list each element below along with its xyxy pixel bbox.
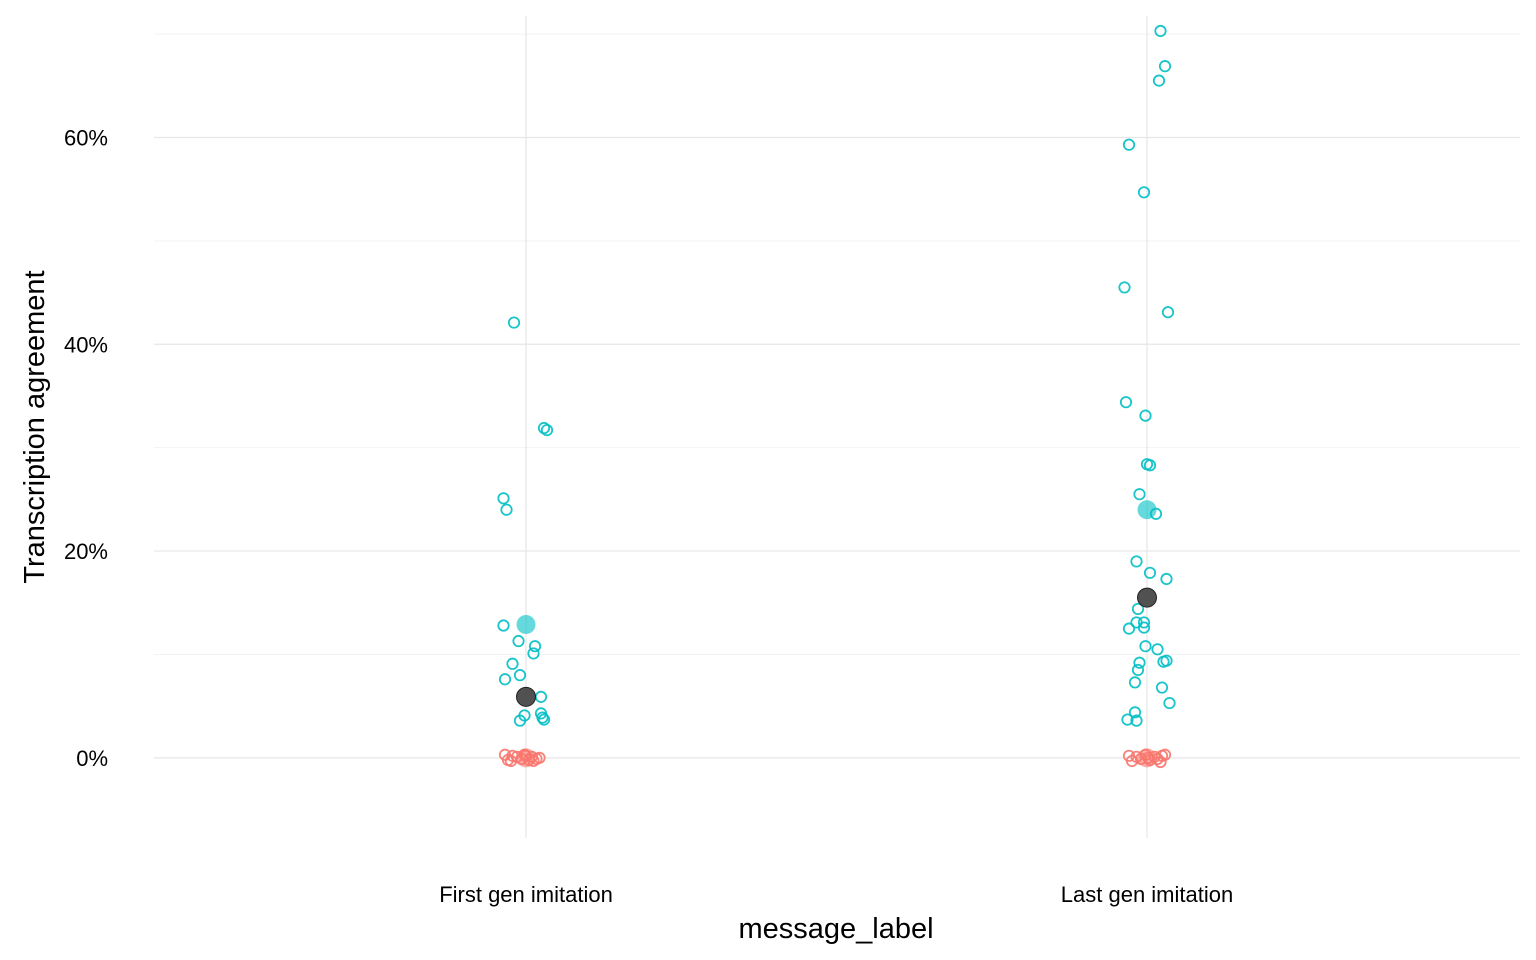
- data-point: [1137, 186, 1151, 199]
- data-point: [1143, 566, 1157, 579]
- grid: [154, 16, 1520, 838]
- data-point: [1139, 640, 1152, 653]
- data-point: [1139, 409, 1152, 422]
- y-tick-label: 40%: [64, 332, 108, 357]
- data-point: [1128, 676, 1142, 689]
- data-point: [1137, 621, 1151, 634]
- data-point: [528, 640, 542, 653]
- data-point: [1131, 602, 1145, 616]
- data-point: [1160, 572, 1173, 586]
- mean-point: [1137, 587, 1157, 608]
- data-point: [1121, 713, 1134, 726]
- mean-point: [516, 614, 536, 634]
- data-point: [513, 669, 527, 682]
- data-point: [1137, 616, 1151, 629]
- x-tick-label: First gen imitation: [439, 882, 613, 907]
- data-point: [1161, 306, 1175, 319]
- data-point: [537, 713, 551, 726]
- data-point: [513, 714, 527, 727]
- data-point: [1128, 706, 1142, 719]
- y-tick-label: 20%: [64, 539, 108, 564]
- data-point: [1130, 555, 1143, 568]
- data-point: [506, 657, 519, 670]
- y-tick-label: 60%: [64, 125, 108, 150]
- y-tick-label: 0%: [76, 746, 108, 771]
- data-point: [1157, 655, 1170, 668]
- y-axis-title: Transcription agreement: [19, 270, 51, 583]
- data-point: [1154, 24, 1167, 38]
- data-point: [497, 492, 510, 505]
- data-point: [540, 424, 554, 437]
- data-point: [1163, 696, 1176, 710]
- data-point: [1158, 60, 1172, 73]
- data-point: [1151, 643, 1164, 656]
- mean-point: [516, 748, 536, 768]
- mean-point: [1137, 748, 1157, 768]
- tick-labels: 0% 20% 40% 60% First gen imitation Last gen i…: [64, 125, 1233, 907]
- x-tick-label: Last gen imitation: [1061, 882, 1233, 907]
- data-point: [1143, 459, 1157, 472]
- data-point: [498, 673, 512, 686]
- data-point: [507, 316, 521, 329]
- data-point: [1131, 663, 1145, 677]
- mean-point: [1137, 500, 1157, 520]
- data-point: [1133, 656, 1146, 669]
- mean-markers: [516, 500, 1157, 768]
- mean-point: [516, 686, 536, 707]
- data-point: [1118, 281, 1131, 294]
- data-point: [1119, 396, 1133, 409]
- data-point: [1130, 714, 1143, 727]
- x-axis-title: message_label: [738, 913, 933, 945]
- data-point: [512, 634, 525, 648]
- data-point: [536, 711, 549, 724]
- data-point: [1155, 681, 1169, 694]
- data-point: [1122, 622, 1136, 635]
- data-point: [500, 503, 513, 516]
- data-point: [497, 619, 510, 632]
- data-point: [1152, 74, 1166, 87]
- data-point: [1158, 748, 1172, 761]
- data-point: [1133, 488, 1146, 501]
- data-point: [1122, 138, 1136, 151]
- data-point: [527, 647, 540, 660]
